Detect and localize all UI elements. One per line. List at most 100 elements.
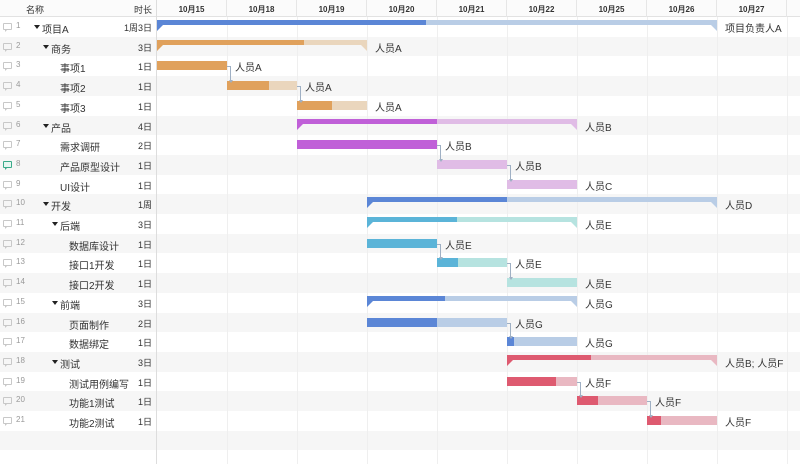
task-row[interactable]: 4 事项2 1日: [0, 76, 156, 96]
task-bar[interactable]: [297, 140, 437, 150]
summary-bar[interactable]: [367, 197, 717, 209]
task-bar[interactable]: [227, 81, 297, 91]
summary-end-cap: [711, 359, 717, 366]
comment-icon[interactable]: [3, 82, 12, 92]
task-row[interactable]: 8 产品原型设计 1日: [0, 154, 156, 175]
comment-icon[interactable]: [3, 101, 12, 111]
task-bar[interactable]: [647, 416, 717, 425]
task-row[interactable]: 20 功能1测试 1日: [0, 391, 156, 411]
task-row[interactable]: 19 测试用例编写 1日: [0, 372, 156, 392]
comment-icon[interactable]: [3, 23, 12, 32]
task-bar[interactable]: [577, 396, 647, 406]
summary-bar[interactable]: [157, 20, 717, 31]
task-bar[interactable]: [367, 317, 507, 327]
task-row[interactable]: 18 测试 3日: [0, 351, 156, 372]
summary-remaining: [457, 217, 577, 222]
summary-remaining: [437, 118, 577, 124]
task-bar[interactable]: [507, 179, 577, 189]
summary-progress: [367, 217, 458, 222]
task-row[interactable]: 11 后端 3日: [0, 214, 156, 234]
comment-icon[interactable]: [3, 298, 12, 308]
row-number: 9: [16, 178, 21, 188]
comment-icon[interactable]: [3, 338, 12, 348]
comment-icon[interactable]: [3, 417, 12, 426]
gantt-row-bg: [157, 391, 800, 411]
comment-icon[interactable]: [3, 160, 12, 170]
task-bar[interactable]: [437, 258, 507, 268]
task-duration: 1周: [137, 200, 152, 211]
comment-icon[interactable]: [3, 62, 12, 72]
comment-icon[interactable]: [3, 220, 12, 229]
task-row[interactable]: 10 开发 1周: [0, 194, 156, 214]
column-header-duration[interactable]: 时长: [133, 5, 152, 15]
column-header-name[interactable]: 名称: [26, 5, 45, 15]
summary-bar[interactable]: [507, 354, 717, 366]
comment-icon[interactable]: [3, 121, 12, 131]
task-duration: 3日: [137, 220, 152, 230]
task-row[interactable]: 15 前端 3日: [0, 293, 156, 313]
task-row[interactable]: 16 页面制作 2日: [0, 312, 156, 333]
comment-icon[interactable]: [3, 377, 12, 387]
summary-bar[interactable]: [367, 217, 577, 228]
task-row[interactable]: 21 功能2测试 1日: [0, 411, 156, 431]
comment-icon[interactable]: [3, 200, 12, 210]
assignee-label: 人员E: [445, 240, 472, 252]
task-progress: [437, 258, 458, 268]
comment-icon[interactable]: [3, 357, 12, 367]
task-bar[interactable]: [507, 337, 577, 347]
task-row[interactable]: 14 接口2开发 1日: [0, 273, 156, 293]
task-bar[interactable]: [367, 238, 437, 248]
dependency-arrow: [437, 243, 443, 261]
task-bar[interactable]: [437, 159, 507, 169]
collapse-triangle-icon[interactable]: [34, 25, 40, 29]
comment-icon[interactable]: [3, 259, 12, 269]
task-bar[interactable]: [507, 278, 577, 288]
assignee-label: 人员E: [585, 280, 612, 292]
summary-bar[interactable]: [157, 39, 367, 51]
summary-bar[interactable]: [367, 295, 577, 307]
task-row[interactable]: 1 项目A 1周3日: [0, 17, 156, 37]
empty-row: [0, 430, 156, 451]
task-row[interactable]: 6 产品 4日: [0, 115, 156, 136]
comment-icon[interactable]: [3, 42, 12, 52]
task-row[interactable]: 5 事项3 1日: [0, 96, 156, 116]
task-row[interactable]: 7 需求调研 2日: [0, 135, 156, 155]
task-row[interactable]: 9 UI设计 1日: [0, 175, 156, 195]
row-number: 7: [16, 139, 21, 149]
task-row[interactable]: 13 接口1开发 1日: [0, 253, 156, 273]
collapse-triangle-icon[interactable]: [52, 222, 58, 226]
assignee-label: 人员A: [235, 63, 262, 75]
task-bar[interactable]: [157, 61, 227, 71]
comment-icon[interactable]: [3, 239, 12, 249]
task-bar[interactable]: [507, 376, 577, 386]
task-name: 后端: [60, 222, 80, 233]
task-row[interactable]: 3 事项1 1日: [0, 56, 156, 76]
collapse-triangle-icon[interactable]: [43, 202, 49, 207]
comment-icon[interactable]: [3, 180, 12, 190]
task-name: 功能1测试: [69, 399, 115, 411]
comment-icon[interactable]: [3, 318, 12, 328]
collapse-triangle-icon[interactable]: [52, 359, 58, 364]
task-row[interactable]: 12 数据库设计 1日: [0, 233, 156, 254]
task-row[interactable]: 17 数据绑定 1日: [0, 332, 156, 352]
collapse-triangle-icon[interactable]: [43, 44, 49, 49]
task-progress: [157, 61, 227, 71]
summary-progress: [507, 354, 591, 360]
comment-icon[interactable]: [3, 397, 12, 407]
summary-bar[interactable]: [297, 118, 577, 130]
task-row[interactable]: 2 商务 3日: [0, 36, 156, 57]
task-remaining: [458, 258, 507, 268]
task-duration: 1日: [137, 82, 152, 93]
comment-icon[interactable]: [3, 279, 12, 289]
task-duration: 2日: [137, 141, 152, 152]
comment-icon[interactable]: [3, 141, 12, 151]
date-column-header: 10月22: [507, 0, 577, 17]
date-column-header: 10月25: [577, 0, 647, 17]
task-bar[interactable]: [297, 100, 367, 110]
collapse-triangle-icon[interactable]: [52, 300, 58, 305]
assignee-label: 人员G: [515, 319, 543, 331]
task-name: 开发: [51, 202, 71, 214]
summary-end-cap: [711, 25, 717, 31]
task-remaining: [598, 396, 647, 406]
collapse-triangle-icon[interactable]: [43, 123, 49, 128]
